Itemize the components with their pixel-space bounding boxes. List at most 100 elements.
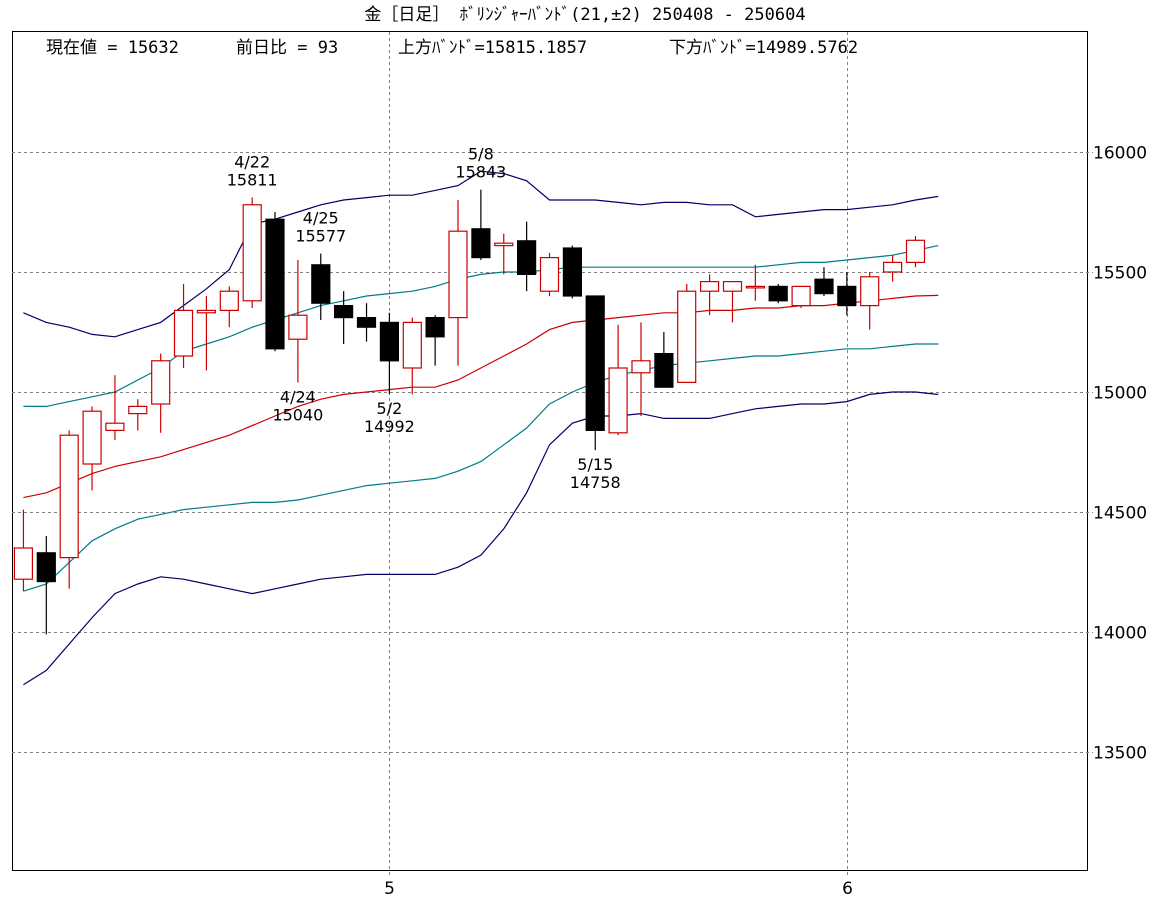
candle xyxy=(631,322,651,416)
annotation-value: 15843 xyxy=(455,163,506,182)
candle-body-down xyxy=(814,278,834,295)
candle-body-down xyxy=(311,264,331,304)
candle-body-up xyxy=(494,242,514,247)
candle xyxy=(379,312,399,394)
y-tick-label: 16000 xyxy=(1093,144,1147,164)
y-tick-label: 13500 xyxy=(1093,744,1147,764)
candle-body-down xyxy=(265,218,285,350)
candle-body-up xyxy=(173,309,194,357)
candle-body-up xyxy=(905,239,926,264)
candle-body-up xyxy=(242,204,262,302)
candle xyxy=(814,267,834,296)
candle-body-up xyxy=(882,261,903,273)
lower-band-value: 下方ﾊﾞﾝﾄﾞ=14989.5762 xyxy=(669,38,858,58)
annotation-date: 5/2 xyxy=(377,399,403,418)
candle xyxy=(608,324,628,436)
candle xyxy=(539,252,560,296)
candle xyxy=(425,315,445,366)
candle-body-up xyxy=(722,281,743,292)
candle-body-down xyxy=(425,317,445,338)
candle xyxy=(677,284,697,384)
annotation-date: 4/25 xyxy=(303,209,339,228)
plot-frame xyxy=(12,31,1088,871)
candle-body-down xyxy=(516,240,537,276)
candle-body-up xyxy=(791,285,811,307)
x-tick-label: 6 xyxy=(842,879,853,899)
annotation-date: 5/8 xyxy=(468,145,494,164)
candle xyxy=(516,221,537,292)
candle-body-up xyxy=(677,290,697,384)
candle-body-down xyxy=(334,305,354,319)
candle-body-up xyxy=(860,276,880,307)
candle-body-up xyxy=(631,360,651,374)
candle-body-up xyxy=(402,321,422,369)
candle xyxy=(288,260,308,383)
candle xyxy=(654,332,674,388)
axis-layer: 13500 14000 14500 15000 15500 16000 5 6 xyxy=(384,144,1147,900)
candle-body-up xyxy=(539,257,560,292)
candle xyxy=(699,274,720,316)
candle xyxy=(173,284,194,368)
band-layer xyxy=(23,170,939,686)
candle xyxy=(356,303,377,342)
candle-body-up xyxy=(699,281,720,292)
middle-band-line xyxy=(23,294,939,499)
candle xyxy=(791,285,811,308)
candle xyxy=(128,399,148,431)
candle xyxy=(837,272,857,316)
candle-body-down xyxy=(471,228,491,259)
candle-layer xyxy=(13,189,926,635)
candle-body-up xyxy=(13,547,33,580)
candle xyxy=(562,245,583,299)
candle-body-down xyxy=(36,552,56,583)
candle-body-up xyxy=(105,422,125,432)
candle xyxy=(860,272,880,330)
candle xyxy=(882,255,903,282)
upper-band-value: 上方ﾊﾞﾝﾄﾞ=15815.1857 xyxy=(398,38,587,58)
annotation-value: 14992 xyxy=(364,417,415,436)
annotation-value: 15577 xyxy=(295,227,346,246)
candle-body-up xyxy=(608,367,628,434)
candle xyxy=(402,317,422,395)
candle xyxy=(768,284,788,304)
candle xyxy=(905,236,926,268)
candle xyxy=(494,233,514,275)
candle-body-up xyxy=(128,405,148,415)
candle-body-down xyxy=(768,285,788,302)
annotation-value: 14758 xyxy=(570,473,621,492)
candle xyxy=(448,200,468,366)
x-tick-label: 5 xyxy=(384,879,395,899)
candle xyxy=(196,296,216,371)
candle-body-down xyxy=(379,321,399,362)
annotation-date: 5/15 xyxy=(577,455,613,474)
candle-body-down xyxy=(356,317,377,328)
y-tick-label: 15500 xyxy=(1093,264,1147,284)
candle xyxy=(311,253,331,320)
candle xyxy=(585,295,605,451)
y-tick-label: 15000 xyxy=(1093,384,1147,404)
candle-body-down xyxy=(837,285,857,307)
candle xyxy=(745,264,766,301)
candle xyxy=(242,197,262,308)
annotation-date: 4/24 xyxy=(280,387,316,406)
chart-title: 金［日足］ ﾎﾞﾘﾝｼﾞｬｰﾊﾞﾝﾄﾞ(21,±2) 250408 - 2506… xyxy=(364,5,805,25)
candle-body-up xyxy=(448,230,468,319)
candle-body-down xyxy=(654,353,674,388)
candle xyxy=(471,189,491,260)
candle-body-up xyxy=(151,360,171,405)
prev-diff: 前日比 = 93 xyxy=(236,38,338,58)
candle xyxy=(151,353,171,433)
lower-band-2sigma-line xyxy=(23,391,939,686)
candle xyxy=(105,375,125,440)
y-tick-label: 14000 xyxy=(1093,624,1147,644)
candle-body-up xyxy=(59,434,79,559)
annotation-date: 4/22 xyxy=(234,152,270,171)
candle-body-up xyxy=(196,309,216,314)
candle-body-up xyxy=(288,314,308,340)
annotation-value: 15811 xyxy=(227,170,278,189)
upper-band-1sigma-line xyxy=(23,245,939,407)
candle xyxy=(722,281,743,323)
candle xyxy=(265,212,285,352)
